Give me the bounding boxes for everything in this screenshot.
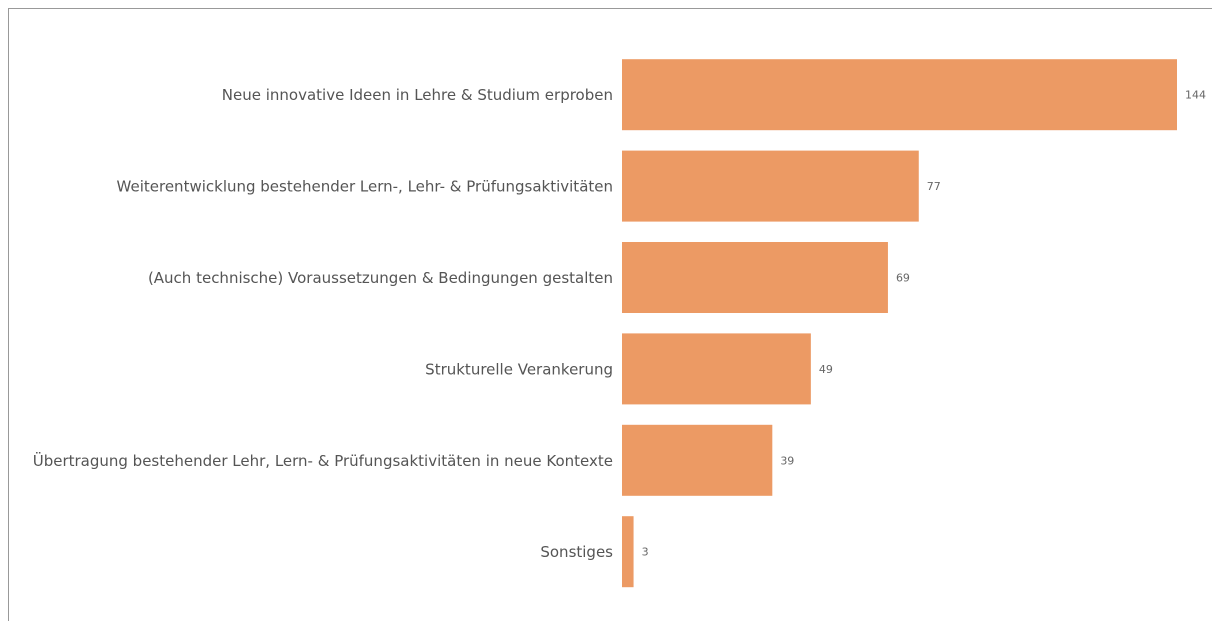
bar <box>622 59 1177 131</box>
value-label: 39 <box>780 454 794 467</box>
bar <box>622 150 919 222</box>
value-label: 3 <box>642 546 649 559</box>
category-label: Übertragung bestehender Lehr, Lern- & Pr… <box>33 451 613 470</box>
value-label: 77 <box>927 180 941 193</box>
category-label: (Auch technische) Voraussetzungen & Bedi… <box>148 269 613 287</box>
value-label: 69 <box>896 272 910 285</box>
bar <box>622 516 634 588</box>
category-label: Sonstiges <box>540 543 613 561</box>
category-label: Strukturelle Verankerung <box>425 360 613 378</box>
bar <box>622 333 811 405</box>
category-label: Neue innovative Ideen in Lehre & Studium… <box>222 86 613 104</box>
value-label: 144 <box>1185 89 1206 102</box>
bar <box>622 242 888 313</box>
value-label: 49 <box>819 363 833 376</box>
category-label: Weiterentwicklung bestehender Lern-, Leh… <box>117 178 613 196</box>
bar <box>622 424 773 496</box>
frame <box>8 8 1212 621</box>
